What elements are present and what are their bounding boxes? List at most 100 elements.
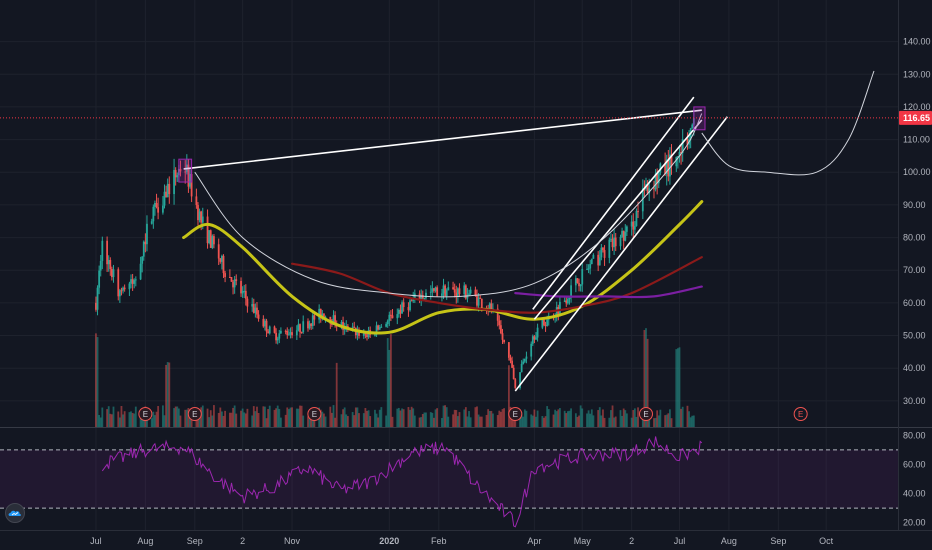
candle[interactable]: [286, 330, 289, 336]
candle[interactable]: [665, 159, 668, 175]
candle[interactable]: [110, 269, 113, 278]
candle[interactable]: [267, 331, 270, 334]
candle[interactable]: [468, 293, 470, 296]
candle[interactable]: [378, 327, 381, 330]
candle[interactable]: [611, 238, 614, 248]
candle[interactable]: [362, 333, 365, 336]
candle[interactable]: [653, 188, 655, 190]
candle[interactable]: [568, 297, 571, 300]
candle[interactable]: [123, 287, 126, 290]
candle[interactable]: [291, 332, 293, 336]
candle[interactable]: [622, 230, 625, 241]
candle[interactable]: [246, 298, 249, 307]
candle[interactable]: [390, 314, 392, 316]
candle[interactable]: [442, 285, 445, 294]
candle[interactable]: [364, 333, 367, 335]
candle[interactable]: [289, 332, 292, 335]
earnings-marker[interactable]: [639, 407, 654, 421]
candle[interactable]: [146, 223, 148, 245]
candle[interactable]: [447, 287, 450, 291]
candle[interactable]: [144, 241, 147, 245]
candle[interactable]: [531, 336, 534, 344]
candle[interactable]: [230, 277, 233, 282]
candle[interactable]: [275, 332, 278, 341]
candle[interactable]: [676, 156, 679, 158]
trend-drawings[interactable]: [0, 70, 898, 392]
candle[interactable]: [434, 287, 437, 291]
candle[interactable]: [641, 188, 644, 212]
candle[interactable]: [173, 170, 175, 195]
candle[interactable]: [675, 157, 678, 167]
candle[interactable]: [396, 314, 399, 319]
candle[interactable]: [206, 216, 209, 244]
candle[interactable]: [488, 303, 491, 311]
candle[interactable]: [163, 191, 166, 206]
candle[interactable]: [130, 279, 132, 284]
candle[interactable]: [287, 334, 290, 336]
candle[interactable]: [150, 221, 153, 224]
candle[interactable]: [251, 304, 254, 307]
candle[interactable]: [610, 238, 612, 240]
candle[interactable]: [633, 225, 636, 230]
candle[interactable]: [254, 307, 257, 313]
candle[interactable]: [678, 152, 681, 157]
candle[interactable]: [503, 339, 506, 343]
candle[interactable]: [630, 221, 633, 227]
candle[interactable]: [501, 333, 504, 340]
candle[interactable]: [256, 307, 258, 315]
candle[interactable]: [563, 300, 566, 302]
candle[interactable]: [297, 324, 300, 331]
candle[interactable]: [302, 321, 305, 333]
candle[interactable]: [154, 203, 156, 207]
candle[interactable]: [222, 255, 225, 274]
candle[interactable]: [686, 139, 689, 145]
candle[interactable]: [139, 263, 142, 280]
candle[interactable]: [208, 230, 211, 244]
candle[interactable]: [252, 304, 255, 313]
candle[interactable]: [112, 269, 115, 278]
candle[interactable]: [681, 139, 684, 154]
candle[interactable]: [598, 257, 601, 266]
candle[interactable]: [469, 289, 472, 294]
candle[interactable]: [340, 321, 343, 327]
candle[interactable]: [98, 270, 101, 288]
candle[interactable]: [319, 308, 322, 319]
candle[interactable]: [452, 287, 454, 290]
channel-upper-line[interactable]: [532, 96, 695, 310]
candle[interactable]: [664, 163, 667, 175]
candle[interactable]: [530, 343, 533, 357]
candle[interactable]: [576, 278, 579, 284]
candle[interactable]: [310, 323, 313, 327]
candle[interactable]: [522, 361, 525, 364]
candle[interactable]: [608, 239, 611, 258]
candle[interactable]: [377, 325, 380, 330]
candle[interactable]: [578, 283, 580, 287]
candle[interactable]: [519, 372, 521, 388]
candle[interactable]: [691, 124, 694, 129]
candle[interactable]: [511, 360, 513, 368]
candle[interactable]: [399, 309, 402, 314]
candle[interactable]: [374, 334, 376, 336]
candle[interactable]: [512, 367, 515, 380]
candle[interactable]: [332, 315, 335, 325]
candle[interactable]: [265, 320, 268, 332]
candle[interactable]: [509, 357, 512, 361]
candle[interactable]: [559, 301, 561, 314]
candle[interactable]: [388, 314, 391, 321]
candle[interactable]: [118, 290, 121, 297]
candle[interactable]: [581, 268, 584, 285]
candle[interactable]: [308, 323, 311, 329]
candle[interactable]: [197, 205, 199, 221]
candle[interactable]: [407, 307, 410, 311]
candle[interactable]: [445, 290, 448, 297]
candle[interactable]: [431, 288, 434, 292]
candle[interactable]: [380, 326, 383, 328]
candle[interactable]: [356, 330, 359, 336]
candle[interactable]: [514, 379, 517, 388]
candle[interactable]: [409, 300, 411, 311]
candle[interactable]: [353, 326, 356, 328]
candle[interactable]: [142, 241, 145, 257]
candle[interactable]: [358, 330, 360, 336]
candle[interactable]: [235, 279, 238, 281]
candle[interactable]: [590, 258, 593, 265]
